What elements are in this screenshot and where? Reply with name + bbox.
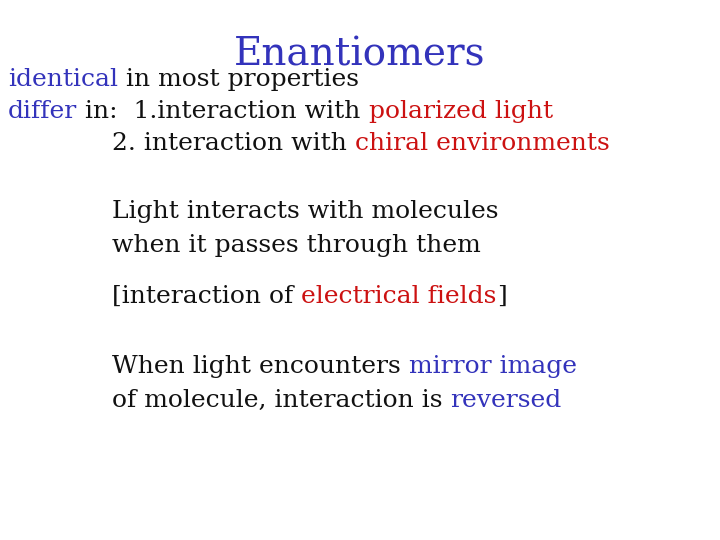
Text: in:  1.interaction with: in: 1.interaction with	[77, 100, 369, 123]
Text: Light interacts with molecules: Light interacts with molecules	[112, 200, 498, 223]
Text: ]: ]	[497, 285, 506, 308]
Text: reversed: reversed	[451, 389, 562, 412]
Text: When light encounters: When light encounters	[112, 355, 409, 378]
Text: [interaction of: [interaction of	[112, 285, 301, 308]
Text: 2. interaction with: 2. interaction with	[8, 132, 355, 155]
Text: when it passes through them: when it passes through them	[112, 234, 481, 257]
Text: of molecule, interaction is: of molecule, interaction is	[112, 389, 451, 412]
Text: in most properties: in most properties	[118, 68, 359, 91]
Text: polarized light: polarized light	[369, 100, 553, 123]
Text: differ: differ	[8, 100, 77, 123]
Text: chiral environments: chiral environments	[355, 132, 610, 155]
Text: mirror image: mirror image	[409, 355, 577, 378]
Text: Enantiomers: Enantiomers	[234, 36, 486, 73]
Text: identical: identical	[8, 68, 118, 91]
Text: electrical fields: electrical fields	[301, 285, 497, 308]
